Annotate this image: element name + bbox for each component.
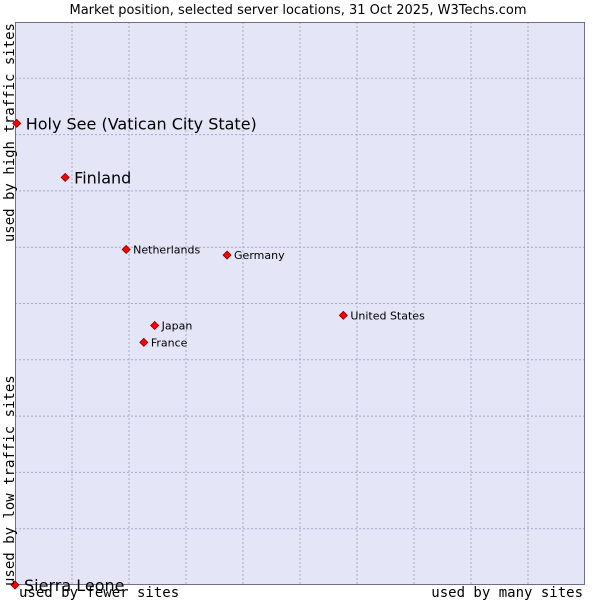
data-label-united-states: United States [350, 309, 425, 322]
data-label-finland: Finland [74, 168, 131, 187]
data-point-finland [60, 172, 70, 182]
y-axis-label-bottom: used by low traffic sites [2, 375, 18, 586]
data-point-united-states [338, 310, 348, 320]
data-label-netherlands: Netherlands [133, 243, 200, 256]
x-axis-label-right: used by many sites [431, 585, 583, 600]
y-axis-label-top: used by high traffic sites [2, 23, 18, 242]
data-point-france [139, 337, 149, 347]
chart-title: Market position, selected server locatio… [69, 3, 526, 18]
data-label-sierra-leone: Sierra Leone [24, 576, 124, 595]
data-point-holy-see-vatican-city-state [12, 118, 22, 128]
data-label-france: France [151, 336, 188, 349]
data-point-sierra-leone [10, 580, 20, 590]
plot-border [15, 22, 585, 585]
x-axis-label-left: used by fewer sites [19, 585, 179, 600]
data-point-germany [222, 250, 232, 260]
data-point-netherlands [121, 244, 131, 255]
plot-area: Holy See (Vatican City State) Finland Neth… [10, 22, 585, 595]
data-point-japan [150, 320, 160, 331]
data-label-holy-see-vatican-city-state: Holy See (Vatican City State) [26, 114, 257, 133]
data-label-germany: Germany [234, 249, 285, 262]
data-label-japan: Japan [161, 319, 193, 332]
